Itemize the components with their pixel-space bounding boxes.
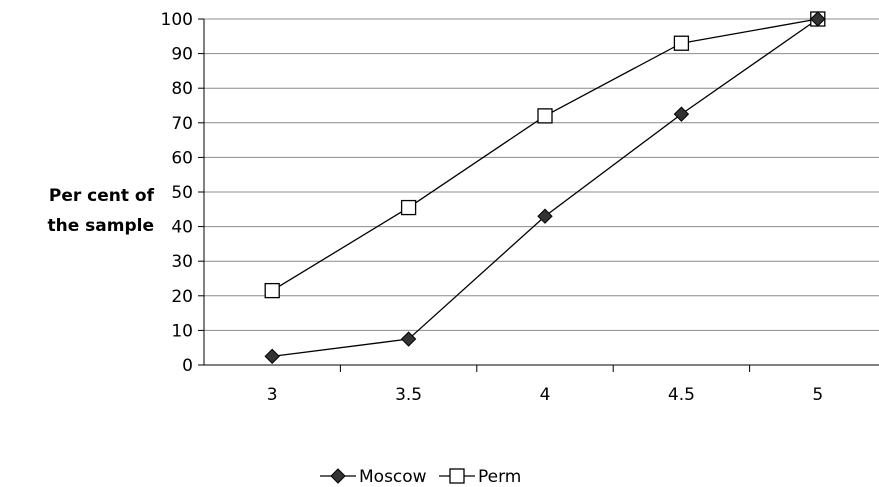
series-lines xyxy=(264,11,826,365)
series-line-moscow xyxy=(272,18,819,357)
y-axis-title-line-2: the sample xyxy=(47,216,154,236)
gridlines xyxy=(204,18,879,331)
y-tick-label: 80 xyxy=(171,79,193,99)
y-tick-label: 90 xyxy=(171,45,193,65)
data-point-perm xyxy=(537,108,553,124)
legend-marker-perm xyxy=(449,468,465,484)
data-point-moscow xyxy=(537,208,553,224)
data-point-moscow xyxy=(400,331,417,347)
legend-label-moscow: Moscow xyxy=(359,467,427,487)
y-tick-label: 20 xyxy=(171,287,193,307)
y-tick-label: 70 xyxy=(171,114,193,134)
axes xyxy=(198,18,879,372)
y-axis-title: Per cent of the sample xyxy=(47,186,154,236)
y-tick-label: 10 xyxy=(171,321,193,341)
data-point-moscow xyxy=(673,106,690,122)
data-point-moscow xyxy=(264,348,280,365)
x-tick-label: 4 xyxy=(540,385,551,405)
y-tick-label: 100 xyxy=(161,10,193,30)
data-point-perm xyxy=(264,282,280,299)
legend: Moscow Perm xyxy=(320,467,521,487)
data-point-moscow xyxy=(810,11,826,27)
x-tick-label: 3 xyxy=(267,385,278,405)
y-tick-label: 30 xyxy=(171,252,193,272)
tick-labels: 0 10 20 30 40 50 60 70 80 90 100 3 3.5 4 4.5 5 xyxy=(161,10,824,405)
y-axis-title-line-1: Per cent of xyxy=(49,186,155,206)
y-tick-label: 40 xyxy=(171,218,193,238)
x-tick-label: 3.5 xyxy=(395,385,422,405)
x-tick-label: 4.5 xyxy=(668,385,695,405)
data-point-perm xyxy=(400,199,417,216)
y-tick-label: 60 xyxy=(171,148,193,168)
y-tick-label: 0 xyxy=(182,356,193,376)
data-point-perm xyxy=(673,35,690,51)
legend-label-perm: Perm xyxy=(478,467,521,487)
series-line-perm xyxy=(271,18,818,292)
x-tick-label: 5 xyxy=(812,385,823,405)
y-tick-label: 50 xyxy=(171,183,193,203)
legend-marker-moscow xyxy=(330,468,346,484)
